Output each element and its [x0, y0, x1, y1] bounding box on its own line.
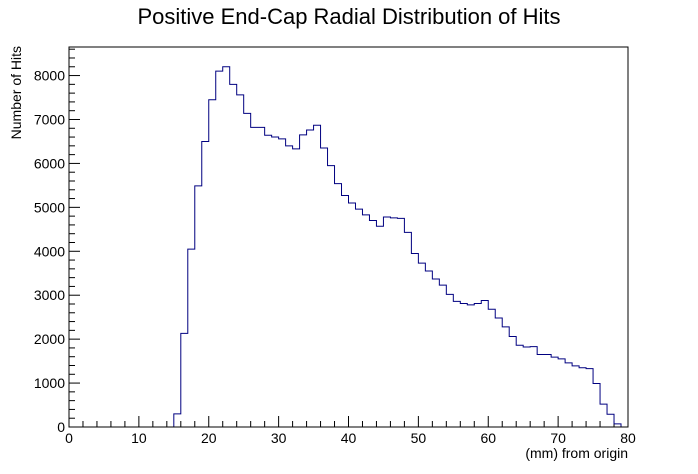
y-tick-label: 7000 [34, 111, 65, 127]
y-tick-label: 4000 [34, 243, 65, 259]
y-tick-label: 8000 [34, 68, 65, 84]
x-tick-label: 0 [65, 430, 73, 446]
y-tick-label: 0 [57, 419, 65, 435]
y-tick-label: 5000 [34, 199, 65, 215]
x-tick-label: 10 [131, 430, 147, 446]
x-tick-label: 40 [341, 430, 357, 446]
x-tick-label: 30 [271, 430, 287, 446]
y-tick-label: 2000 [34, 331, 65, 347]
axis-ticks [68, 48, 629, 428]
x-tick-label: 20 [201, 430, 217, 446]
histogram-line [69, 66, 628, 428]
x-tick-label: 80 [620, 430, 636, 446]
y-tick-label: 6000 [34, 155, 65, 171]
x-tick-label: 50 [411, 430, 427, 446]
y-tick-label: 3000 [34, 287, 65, 303]
x-tick-label: 60 [480, 430, 496, 446]
x-tick-label: 70 [550, 430, 566, 446]
y-axis-label: Number of Hits [8, 46, 24, 139]
chart-title: Positive End-Cap Radial Distribution of … [137, 4, 560, 29]
y-tick-label: 1000 [34, 375, 65, 391]
x-axis-label: (mm) from origin [525, 445, 628, 461]
plot-frame [68, 46, 629, 428]
axis-tick-labels: 0 10 20 30 40 50 60 70 80 0 1000 2000 3000 4000 5000 60… [34, 68, 636, 446]
